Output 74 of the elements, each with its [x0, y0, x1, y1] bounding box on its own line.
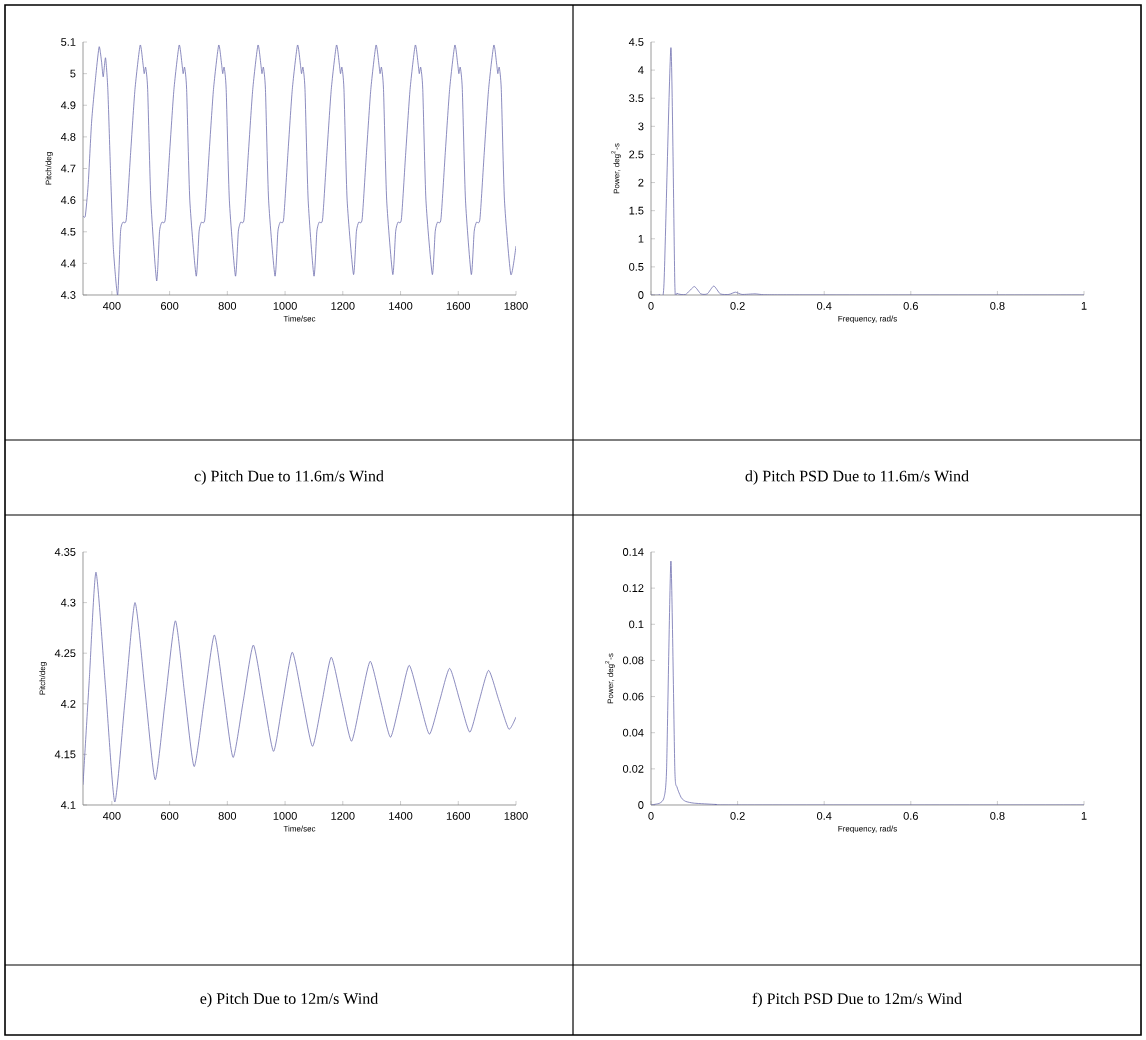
x-tick-label: 1200	[331, 812, 355, 820]
x-tick-label: 1600	[446, 812, 471, 820]
y-tick-label: 4.8	[60, 132, 76, 141]
y-tick-label: 1	[638, 235, 644, 243]
y-tick-label: 0.14	[622, 548, 644, 556]
x-tick-label: 0.2	[730, 302, 745, 310]
x-tick-label: 800	[218, 302, 237, 310]
text: c) Pitch Due to 11.6m/s Wind	[194, 470, 384, 485]
y-tick-label: 0	[638, 801, 644, 809]
x-tick-label: 0.8	[990, 302, 1005, 310]
text: e) Pitch Due to 12m/s Wind	[200, 992, 379, 1008]
x-tick-label: 0.4	[817, 302, 832, 310]
y-tick-label: 0.06	[622, 692, 644, 701]
x-tick-label: 1	[1081, 812, 1087, 820]
x-tick-label: 1000	[273, 812, 297, 820]
x-tick-label: 1800	[504, 812, 528, 820]
x-tick-label: 400	[102, 812, 121, 820]
y-tick-label: 4.5	[628, 38, 644, 46]
x-tick-label: 0.4	[817, 812, 832, 820]
y-tick-label: 2	[638, 178, 644, 187]
x-tick-label: 0	[648, 812, 654, 820]
y-tick-label: 4.1	[60, 801, 76, 809]
x-tick-label: 800	[218, 812, 237, 820]
y-tick-label: 4.9	[60, 101, 76, 110]
x-tick-label: 1400	[389, 812, 413, 820]
y-tick-label: 5.1	[61, 38, 76, 46]
y-tick-label: 4.5	[60, 227, 76, 236]
y-axis-title: Pitch/deg	[39, 662, 47, 695]
y-tick-label: 5	[70, 69, 76, 78]
x-tick-label: 1200	[331, 302, 355, 310]
y-tick-label: 2.5	[629, 150, 644, 159]
x-tick-label: 1800	[504, 302, 528, 310]
x-axis-title: Time/sec	[283, 315, 316, 322]
y-axis-title: Power, deg$^{2}$-s	[611, 143, 621, 194]
x-tick-label: 0	[648, 302, 654, 310]
x-axis-title: Frequency, rad/s	[838, 315, 897, 324]
y-tick-label: 4.7	[60, 164, 76, 173]
y-tick-label: 0.02	[622, 764, 644, 773]
x-tick-label: 400	[102, 302, 121, 310]
y-tick-label: 0.08	[622, 656, 644, 665]
x-tick-label: 600	[160, 302, 179, 310]
x-axis-title: Time/sec	[283, 825, 316, 832]
y-tick-label: 4.6	[60, 196, 76, 205]
y-tick-label: 0.5	[629, 262, 644, 271]
y-tick-label: 4.4	[60, 259, 76, 268]
x-tick-label: 0.8	[990, 812, 1005, 820]
x-tick-label: 1600	[446, 302, 471, 310]
y-tick-label: 0.1	[629, 620, 644, 629]
y-tick-label: 1.5	[629, 206, 644, 215]
x-tick-label: 1	[1081, 302, 1087, 310]
y-tick-label: 4.2	[60, 699, 76, 708]
text: d) Pitch PSD Due to 11.6m/s Wind	[745, 470, 969, 485]
y-tick-label: 0	[638, 291, 644, 299]
y-axis-title: Power, deg$^{2}$-s	[605, 653, 615, 704]
y-tick-label: 4.15	[54, 750, 76, 759]
x-tick-label: 0.6	[903, 812, 918, 820]
x-tick-label: 0.6	[903, 302, 918, 310]
x-tick-label: 1000	[273, 302, 297, 310]
y-tick-label: 0.12	[622, 584, 644, 593]
y-tick-label: 4.25	[54, 649, 76, 658]
line-series	[83, 44, 517, 295]
y-tick-label: 4.35	[54, 548, 76, 556]
y-axis-title: Pitch/deg	[45, 152, 53, 185]
x-tick-label: 1400	[389, 302, 413, 310]
y-tick-label: 4.3	[60, 291, 76, 299]
y-tick-label: 4.3	[60, 598, 76, 607]
y-tick-label: 0.04	[622, 728, 644, 737]
x-tick-label: 600	[160, 812, 179, 820]
x-axis-title: Frequency, rad/s	[838, 825, 897, 834]
y-tick-label: 3.5	[629, 94, 644, 103]
y-tick-label: 3	[638, 122, 644, 131]
y-tick-label: 4	[638, 66, 644, 74]
text: f) Pitch PSD Due to 12m/s Wind	[752, 992, 962, 1008]
x-tick-label: 0.2	[730, 812, 745, 820]
